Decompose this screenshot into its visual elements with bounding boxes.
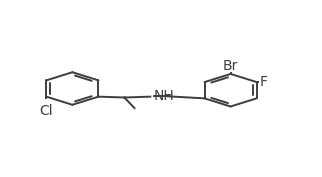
Text: Cl: Cl xyxy=(40,104,53,118)
Text: NH: NH xyxy=(154,89,175,103)
Text: Br: Br xyxy=(223,59,238,73)
Text: F: F xyxy=(259,75,267,89)
